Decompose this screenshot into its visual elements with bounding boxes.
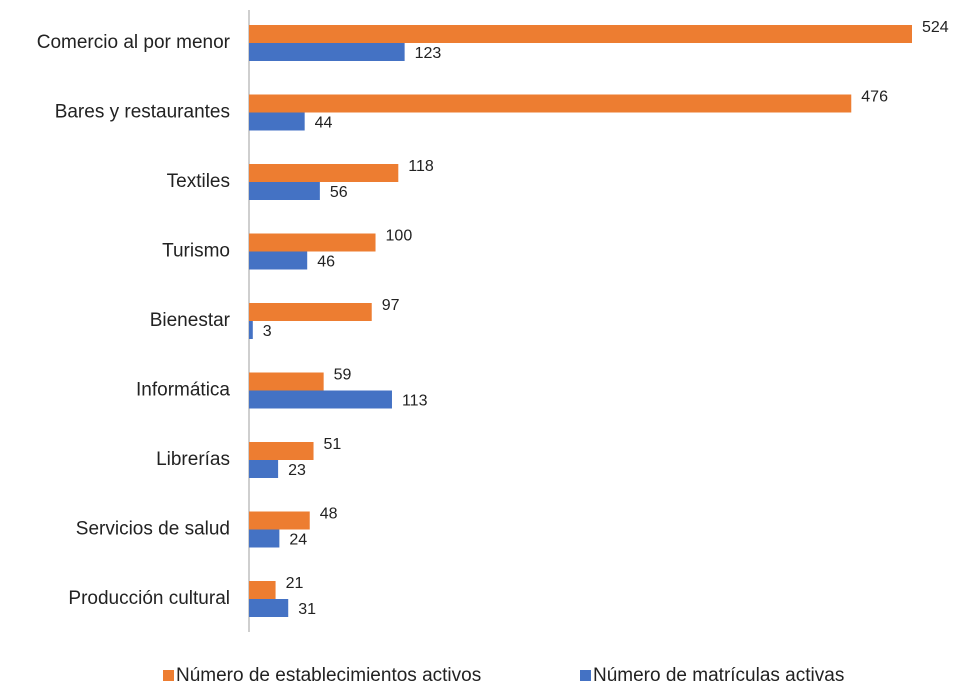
bar <box>249 43 405 61</box>
y-tick-label: Bienestar <box>150 310 231 331</box>
data-label: 44 <box>315 115 333 132</box>
y-tick-label: Librerías <box>156 449 230 470</box>
data-label: 51 <box>324 436 342 453</box>
y-tick-label: Comercio al por menor <box>37 32 231 53</box>
bar <box>249 182 320 200</box>
y-tick-label: Turismo <box>162 241 230 262</box>
data-label: 21 <box>286 575 304 592</box>
bar <box>249 303 372 321</box>
data-label: 59 <box>334 367 352 384</box>
data-label: 524 <box>922 19 949 36</box>
bar <box>249 112 305 131</box>
data-label: 118 <box>408 158 434 175</box>
legend-swatch <box>580 670 591 681</box>
bar <box>249 321 253 339</box>
legend-label: Número de establecimientos activos <box>176 665 481 686</box>
bar <box>249 442 314 460</box>
data-label: 24 <box>289 532 307 549</box>
bar <box>249 372 324 391</box>
bar <box>249 94 852 113</box>
bar <box>249 511 310 530</box>
y-tick-label: Producción cultural <box>68 588 230 609</box>
data-label: 100 <box>386 228 413 245</box>
data-label: 46 <box>317 254 335 271</box>
legend-swatch <box>163 670 174 681</box>
bar <box>249 164 399 182</box>
data-label: 97 <box>382 297 400 314</box>
data-label: 476 <box>861 89 888 106</box>
bar <box>249 25 912 43</box>
legend-label: Número de matrículas activas <box>593 665 844 686</box>
bar <box>249 529 280 548</box>
data-label: 31 <box>298 601 316 618</box>
y-tick-label: Bares y restaurantes <box>55 102 230 123</box>
data-label: 113 <box>402 393 428 410</box>
bar <box>249 599 289 617</box>
y-tick-label: Informática <box>136 380 230 401</box>
bar <box>249 460 279 478</box>
data-label: 123 <box>415 45 442 62</box>
data-label: 48 <box>320 506 338 523</box>
bar <box>249 581 276 599</box>
y-tick-label: Servicios de salud <box>76 519 230 540</box>
data-label: 23 <box>288 462 306 479</box>
bar <box>249 233 376 252</box>
bar <box>249 251 308 270</box>
bar <box>249 390 392 409</box>
y-tick-label: Textiles <box>167 171 230 192</box>
data-label: 56 <box>330 184 348 201</box>
data-label: 3 <box>263 323 272 340</box>
